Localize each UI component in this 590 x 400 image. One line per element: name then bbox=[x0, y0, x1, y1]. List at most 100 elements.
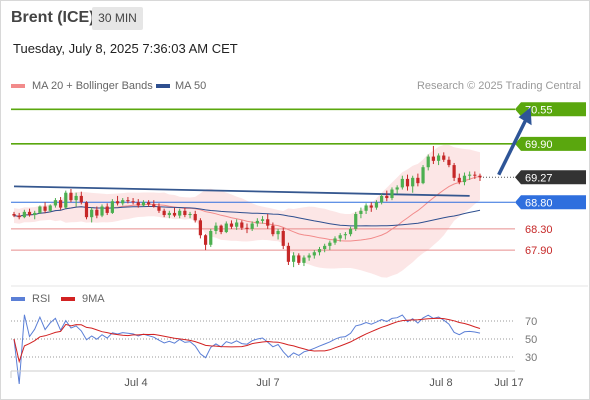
candle bbox=[84, 201, 89, 220]
x-tick-label: Jul 7 bbox=[256, 377, 279, 389]
rsi-tick-label-50: 50 bbox=[525, 334, 537, 346]
candle-body bbox=[38, 206, 42, 213]
x-tick-label: Jul 4 bbox=[124, 377, 147, 389]
candle-body bbox=[172, 212, 177, 216]
candle bbox=[457, 173, 461, 185]
candle bbox=[167, 210, 171, 219]
candle bbox=[431, 145, 436, 165]
candle bbox=[74, 192, 78, 207]
candle-body bbox=[183, 210, 187, 216]
candle bbox=[48, 204, 52, 212]
candle bbox=[452, 162, 456, 182]
projection-arrow-head bbox=[518, 107, 532, 126]
candle bbox=[328, 240, 332, 251]
candle bbox=[473, 171, 477, 179]
candle-body bbox=[333, 238, 337, 243]
bollinger-bands bbox=[14, 144, 480, 278]
candle bbox=[178, 208, 182, 219]
candle-body bbox=[468, 174, 472, 176]
legend-rsi-ma-label: 9MA bbox=[82, 293, 105, 305]
candle-body bbox=[74, 195, 78, 201]
candle bbox=[79, 191, 83, 205]
candle-body bbox=[312, 252, 316, 256]
level-label-69.27: 69.27 bbox=[525, 172, 553, 184]
candle-body bbox=[147, 202, 151, 205]
candle-body bbox=[260, 219, 265, 221]
level-label-69.90: 69.90 bbox=[525, 139, 553, 151]
candle-body bbox=[416, 177, 420, 184]
candle-body bbox=[100, 206, 104, 216]
candle-body bbox=[405, 178, 410, 187]
timestamp: Tuesday, July 8, 2025 7:36:03 AM CET bbox=[13, 41, 238, 56]
candle-body bbox=[219, 225, 223, 233]
candle-body bbox=[317, 249, 322, 253]
x-tick-label: Jul 8 bbox=[429, 377, 452, 389]
candle-body bbox=[141, 202, 146, 206]
candle bbox=[369, 202, 373, 212]
candle bbox=[260, 216, 265, 224]
candle-body bbox=[48, 205, 52, 211]
trendline bbox=[13, 185, 470, 197]
candle-body bbox=[426, 156, 430, 168]
candle bbox=[219, 224, 223, 235]
candle bbox=[100, 204, 104, 218]
candle-body bbox=[22, 211, 26, 218]
candle-body bbox=[115, 201, 120, 204]
candle bbox=[266, 213, 270, 229]
candle-body bbox=[229, 223, 234, 227]
level-tag-69.27 bbox=[515, 170, 586, 185]
level-label-67.90: 67.90 bbox=[525, 245, 553, 257]
candle bbox=[69, 189, 73, 203]
candle-body bbox=[291, 255, 296, 262]
candle-body bbox=[90, 209, 94, 218]
candle-body bbox=[245, 227, 249, 229]
candle-body bbox=[421, 167, 425, 184]
rsi-ma-line bbox=[13, 317, 481, 364]
candle-body bbox=[84, 202, 89, 218]
candle-body bbox=[323, 245, 327, 250]
candle-body bbox=[281, 230, 285, 246]
candle-body bbox=[302, 257, 306, 263]
candle bbox=[240, 220, 244, 230]
candle bbox=[343, 232, 347, 240]
candle bbox=[229, 220, 234, 229]
candle-body bbox=[411, 177, 415, 187]
candle-body bbox=[43, 206, 47, 211]
candle bbox=[390, 187, 394, 201]
candle-body bbox=[193, 213, 197, 221]
candle bbox=[436, 153, 441, 166]
candle bbox=[141, 200, 146, 207]
candle bbox=[462, 172, 467, 186]
candle-body bbox=[255, 220, 259, 224]
candle-body bbox=[447, 159, 451, 166]
candle-body bbox=[307, 255, 311, 258]
interval-button[interactable]: 30 MIN bbox=[92, 7, 143, 30]
candle bbox=[447, 156, 451, 168]
candle bbox=[115, 195, 120, 206]
candle bbox=[302, 255, 306, 267]
candle-body bbox=[126, 200, 130, 202]
candle bbox=[95, 206, 99, 219]
candle bbox=[43, 202, 47, 213]
rsi-line bbox=[13, 314, 481, 385]
candle bbox=[255, 218, 259, 227]
level-tag-70.55 bbox=[515, 102, 586, 117]
candle bbox=[224, 221, 228, 234]
legend-ma50: MA 50 bbox=[156, 80, 206, 92]
candle-body bbox=[64, 192, 68, 208]
candle bbox=[198, 218, 203, 239]
ma20-swatch bbox=[11, 84, 25, 88]
candle-body bbox=[478, 175, 482, 178]
candle-body bbox=[359, 210, 363, 214]
x-tick-label: Jul 17 bbox=[494, 377, 523, 389]
candle-body bbox=[385, 195, 389, 199]
candle-body bbox=[400, 178, 404, 188]
candle-body bbox=[266, 219, 270, 226]
legend-ma50-label: MA 50 bbox=[175, 80, 207, 92]
candle-body bbox=[110, 201, 114, 213]
candle bbox=[235, 219, 239, 230]
candle-body bbox=[473, 174, 477, 176]
candle-body bbox=[224, 223, 228, 233]
candle-body bbox=[297, 255, 301, 263]
